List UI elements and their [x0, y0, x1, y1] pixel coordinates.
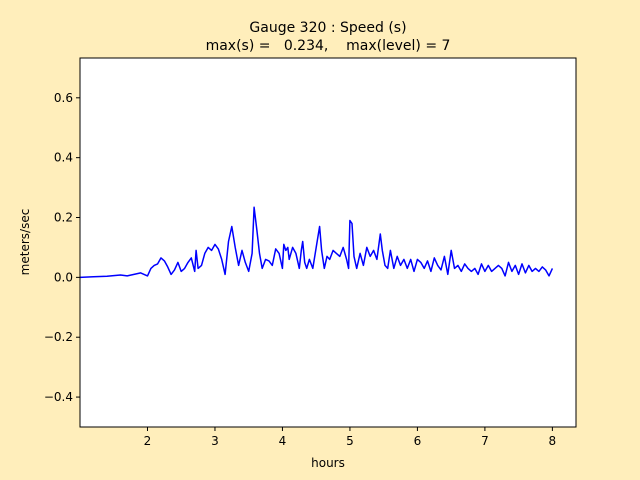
y-tick-label: 0.0	[54, 270, 73, 284]
y-tick-label: 0.6	[54, 91, 73, 105]
x-axis-label: hours	[311, 456, 345, 470]
chart-subtitle: max(s) = 0.234, max(level) = 7	[206, 38, 451, 54]
chart-title: Gauge 320 : Speed (s)	[249, 20, 406, 36]
y-tick-label: −0.2	[44, 330, 73, 344]
speed-series-line	[79, 206, 554, 279]
plot-area	[80, 58, 576, 427]
x-tick-label: 3	[211, 434, 219, 448]
y-tick-label: 0.2	[54, 211, 73, 225]
plot-frame	[79, 57, 577, 428]
x-tick-label: 7	[481, 434, 489, 448]
x-tick-label: 6	[414, 434, 422, 448]
x-axis: 2 3 4 5 6 7 8	[144, 427, 557, 448]
x-tick-label: 5	[346, 434, 354, 448]
y-axis-label: meters/sec	[18, 209, 32, 276]
x-tick-label: 4	[279, 434, 287, 448]
y-axis: −0.4 −0.2 0.0 0.2 0.4 0.6	[44, 91, 80, 404]
y-tick-label: 0.4	[54, 151, 73, 165]
y-tick-label: −0.4	[44, 390, 73, 404]
x-tick-label: 8	[549, 434, 557, 448]
x-tick-label: 2	[144, 434, 152, 448]
